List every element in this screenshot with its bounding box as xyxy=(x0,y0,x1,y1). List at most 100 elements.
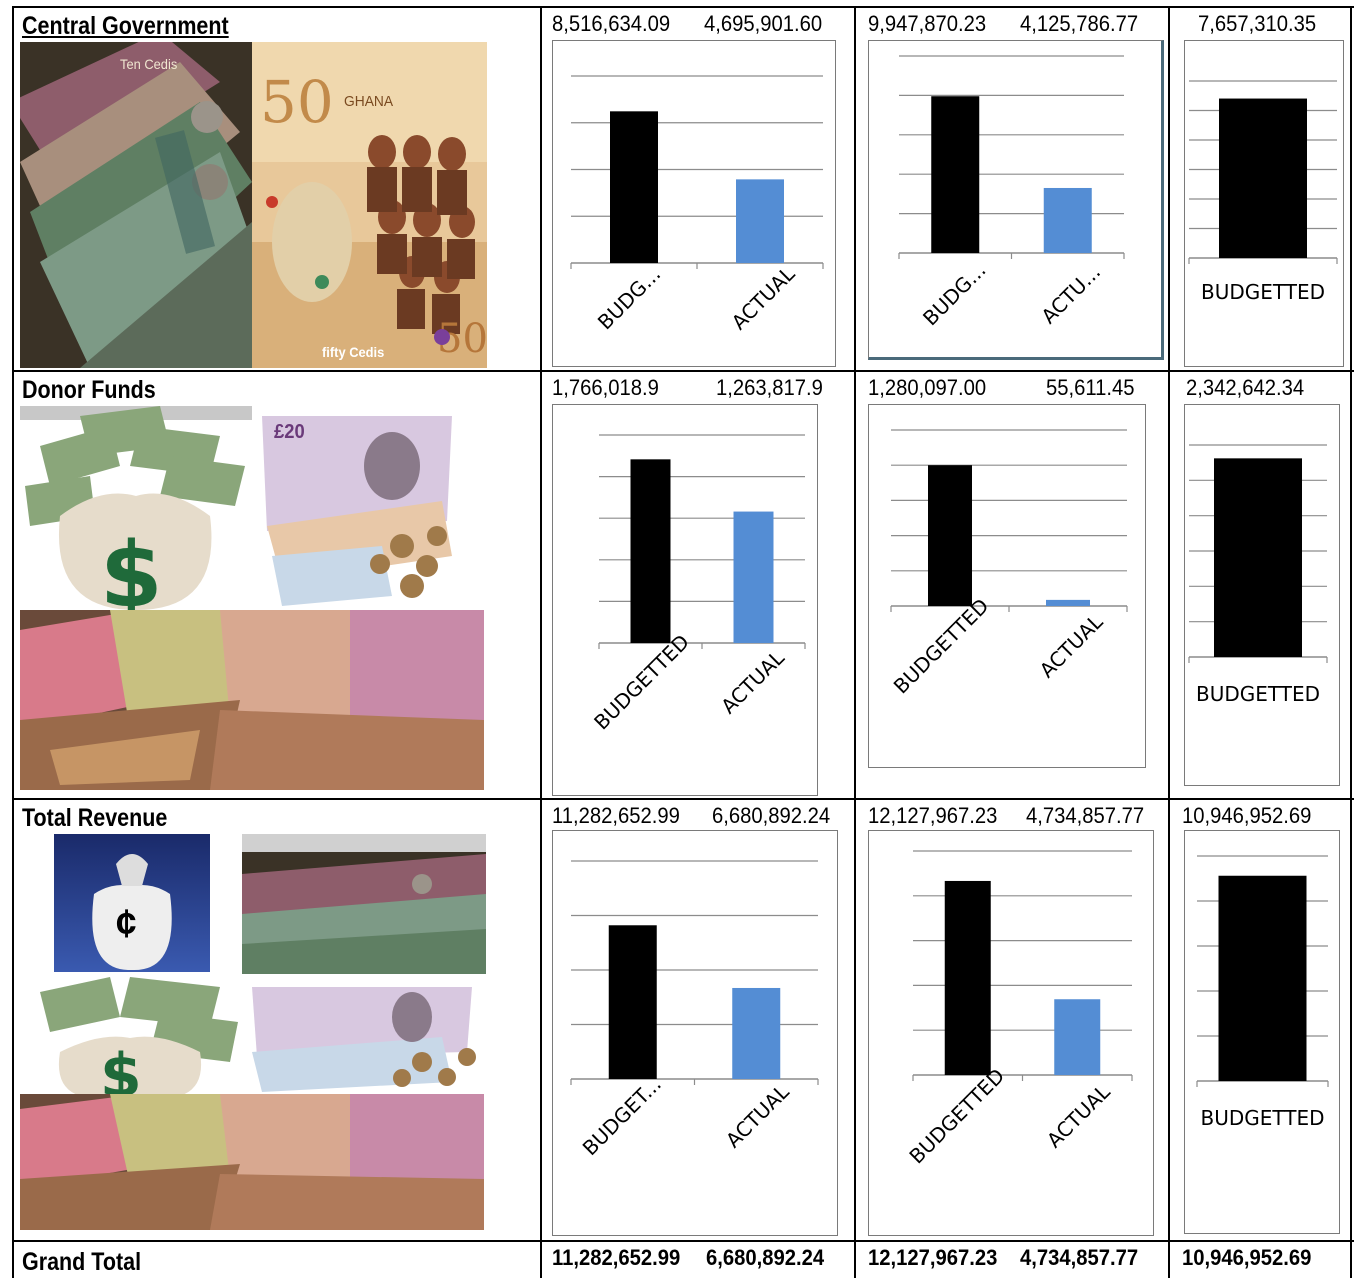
pound-notes-photo: £20 xyxy=(252,406,464,610)
x-tick-label: BUDG... xyxy=(918,258,990,330)
cedi-note-text: Ten Cedis xyxy=(120,56,178,72)
chart-svg-df-2: BUDGETTED ACTUAL xyxy=(889,429,1128,699)
df-col1-actual: 1,263,817.9 xyxy=(716,375,823,400)
chart-svg-tr-3: BUDGETTED xyxy=(1196,855,1329,1130)
bar-actual xyxy=(1043,187,1092,253)
row-label-total-revenue: Total Revenue xyxy=(22,804,168,832)
bar-budgetted xyxy=(630,459,671,643)
bar-budgetted xyxy=(1219,98,1307,258)
chart-donor-funds-1: BUDGETTED ACTUAL xyxy=(552,404,818,796)
x-tick-label: BUDGETTED xyxy=(1200,1106,1324,1130)
chart-total-revenue-2: BUDGETTED ACTUAL xyxy=(868,830,1154,1236)
table-border-right xyxy=(1350,6,1352,1278)
x-tick-label: ACTUAL xyxy=(716,645,789,718)
gt-col2-budgetted: 12,127,967.23 xyxy=(868,1245,998,1270)
bar-actual xyxy=(732,987,781,1079)
gt-col1-budgetted: 11,282,652.99 xyxy=(552,1245,681,1270)
ghana-note-caption: fifty Cedis xyxy=(322,344,385,360)
x-tick-label: BUDGETTED xyxy=(589,630,694,735)
chart-svg-tr-2: BUDGETTED ACTUAL xyxy=(904,850,1133,1169)
x-tick-label: BUDG... xyxy=(593,262,665,334)
chart-donor-funds-3: BUDGETTED xyxy=(1184,404,1340,786)
chart-svg-cg-1: BUDG... ACTUAL xyxy=(570,75,824,334)
x-tick-label: BUDGETTED xyxy=(1201,280,1325,304)
row-label-grand-total: Grand Total xyxy=(22,1248,142,1276)
ghana-cedi-notes-photo: Ten Cedis xyxy=(20,42,252,368)
pound-note-denomination: £20 xyxy=(274,421,305,443)
dollar-money-bag-photo: $ xyxy=(20,406,252,610)
dollar-sign-glyph: $ xyxy=(100,523,163,610)
x-tick-label: ACTU... xyxy=(1036,260,1105,329)
bar-budgetted xyxy=(928,465,972,606)
table-border-col2 xyxy=(854,6,856,1278)
cg-col3-budgetted: 7,657,310.35 xyxy=(1198,11,1317,36)
chart-central-government-1: BUDG... ACTUAL xyxy=(552,40,836,367)
x-tick-label: ACTUAL xyxy=(727,261,800,334)
chart-central-government-2: BUDG... ACTU... xyxy=(868,40,1164,360)
cedi-sign-glyph: ¢ xyxy=(116,902,137,946)
bar-budgetted xyxy=(610,111,658,263)
row-label-donor-funds: Donor Funds xyxy=(22,376,156,404)
x-tick-label: BUDGETTED xyxy=(904,1064,1009,1169)
chart-svg-df-1: BUDGETTED ACTUAL xyxy=(589,434,806,735)
tr-col1-actual: 6,680,892.24 xyxy=(712,803,831,828)
svg-text:$: $ xyxy=(100,1041,142,1094)
row-divider-3 xyxy=(12,1240,1354,1242)
tr-col1-budgetted: 11,282,652.99 xyxy=(552,803,680,828)
svg-text:50: 50 xyxy=(260,68,334,136)
df-col3-budgetted: 2,342,642.34 xyxy=(1186,375,1305,400)
row-divider-1 xyxy=(12,370,1354,372)
bar-budgetted xyxy=(944,880,991,1075)
euro-notes-photo xyxy=(20,610,484,790)
x-tick-label: BUDGETTED xyxy=(889,594,994,699)
x-tick-label: BUDGET... xyxy=(578,1072,666,1160)
row-label-central-government: Central Government xyxy=(22,12,229,40)
chart-svg-tr-1: BUDGET... ACTUAL xyxy=(570,860,819,1160)
cedi-notes-photo-small xyxy=(242,834,486,974)
bar-budgetted xyxy=(1218,875,1307,1081)
chart-total-revenue-1: BUDGET... ACTUAL xyxy=(552,830,838,1236)
cedi-money-bag-photo: ¢ xyxy=(54,834,210,972)
df-col2-actual: 55,611.45 xyxy=(1046,375,1135,400)
euro-notes-photo-2 xyxy=(20,1094,484,1230)
ghana-50-cedi-note-photo: 50 50 GHANA fifty Cedis xyxy=(252,42,487,368)
gt-col2-actual: 4,734,857.77 xyxy=(1020,1245,1139,1270)
chart-svg-df-3: BUDGETTED xyxy=(1188,444,1328,706)
chart-donor-funds-2: BUDGETTED ACTUAL xyxy=(868,404,1146,768)
table-border-top xyxy=(12,6,1354,8)
ghana-note-title: GHANA xyxy=(344,93,394,110)
tr-col2-budgetted: 12,127,967.23 xyxy=(868,803,998,828)
x-tick-label: ACTUAL xyxy=(721,1079,794,1152)
bar-budgetted xyxy=(608,925,657,1079)
chart-total-revenue-3: BUDGETTED xyxy=(1184,830,1340,1234)
tr-col2-actual: 4,734,857.77 xyxy=(1026,803,1145,828)
df-col2-budgetted: 1,280,097.00 xyxy=(868,375,987,400)
chart-central-government-3: BUDGETTED xyxy=(1184,40,1344,367)
bar-actual xyxy=(1054,999,1101,1075)
gt-col1-actual: 6,680,892.24 xyxy=(706,1245,825,1270)
df-col1-budgetted: 1,766,018.9 xyxy=(552,375,659,400)
cg-col2-actual: 4,125,786.77 xyxy=(1020,11,1139,36)
bar-actual xyxy=(733,511,774,643)
x-tick-label: ACTUAL xyxy=(1042,1079,1115,1152)
table-border-col1 xyxy=(540,6,542,1278)
bar-budgetted xyxy=(931,96,980,254)
bar-actual xyxy=(1046,599,1090,606)
chart-svg-cg-3: BUDGETTED xyxy=(1188,80,1338,304)
chart-svg-cg-2: BUDG... ACTU... xyxy=(898,55,1125,330)
row-divider-2 xyxy=(12,798,1354,800)
cg-col1-actual: 4,695,901.60 xyxy=(704,11,823,36)
table-border-col3 xyxy=(1168,6,1170,1278)
tr-col3-budgetted: 10,946,952.69 xyxy=(1182,803,1312,828)
gt-col3-budgetted: 10,946,952.69 xyxy=(1182,1245,1312,1270)
bar-actual xyxy=(736,179,784,263)
cg-col2-budgetted: 9,947,870.23 xyxy=(868,11,987,36)
dollar-money-bag-photo-2: $ xyxy=(20,972,240,1094)
x-tick-label: ACTUAL xyxy=(1035,609,1108,682)
pound-notes-photo-2 xyxy=(242,982,486,1094)
table-border-left xyxy=(12,6,14,1278)
x-tick-label: BUDGETTED xyxy=(1196,682,1320,706)
bar-budgetted xyxy=(1214,458,1302,657)
cg-col1-budgetted: 8,516,634.09 xyxy=(552,11,671,36)
